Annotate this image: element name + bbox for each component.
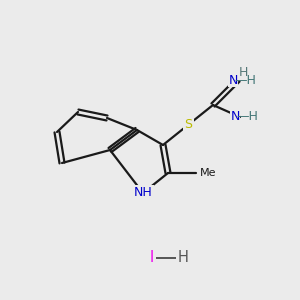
Text: Me: Me <box>200 168 217 178</box>
Text: NH: NH <box>134 187 152 200</box>
Text: —H: —H <box>236 110 258 124</box>
Text: H: H <box>178 250 188 266</box>
Text: I: I <box>150 250 154 266</box>
Text: —H: —H <box>234 74 256 86</box>
Text: N: N <box>228 74 238 86</box>
Text: S: S <box>184 118 192 131</box>
Text: H: H <box>238 65 248 79</box>
Text: N: N <box>230 110 240 124</box>
